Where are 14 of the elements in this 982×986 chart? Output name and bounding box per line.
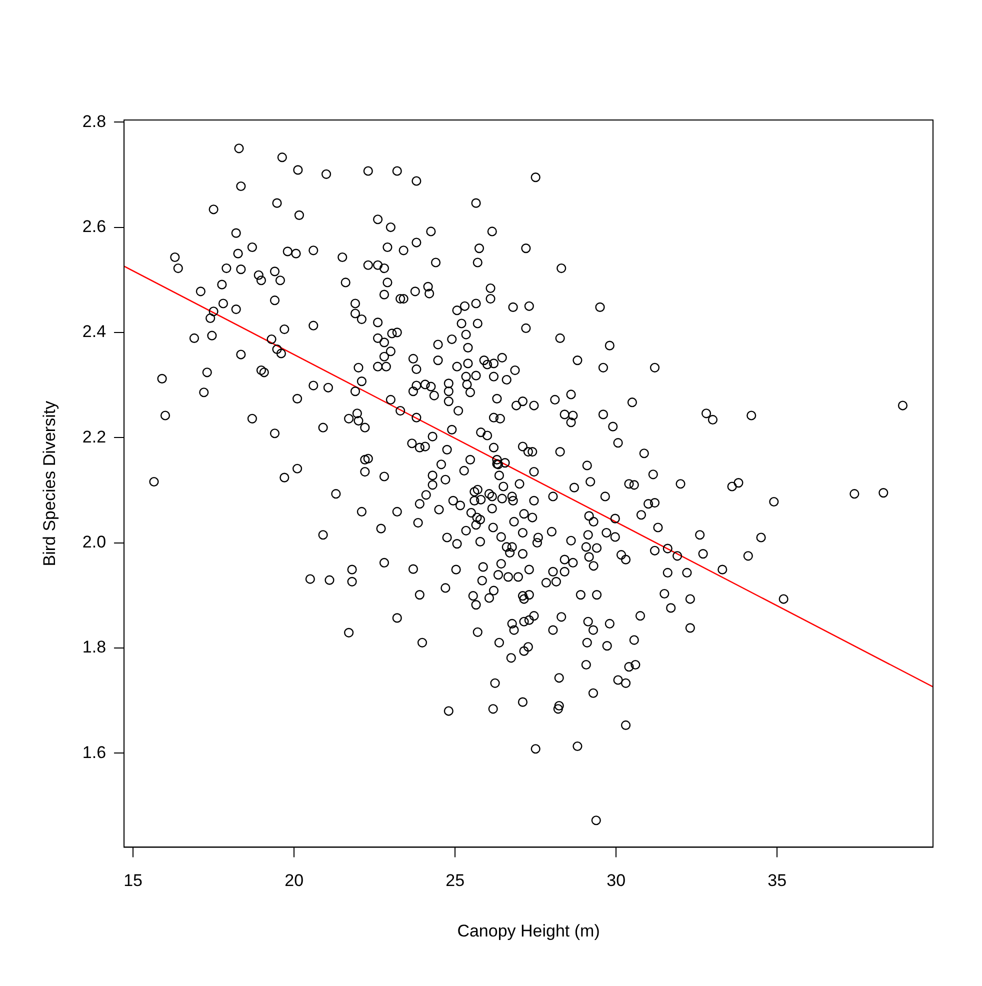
y-axis-title: Bird Species Diversity [40,400,59,566]
y-tick-label: 2.0 [82,532,106,552]
y-tick-label: 1.6 [82,742,106,762]
y-tick-label: 2.8 [82,112,106,131]
x-tick-label: 30 [606,871,626,890]
x-tick-label: 25 [446,871,465,890]
y-tick-label: 2.6 [82,216,106,236]
x-tick-label: 35 [768,871,787,890]
y-tick-label: 2.4 [82,322,106,342]
x-axis-title: Canopy Height (m) [457,921,600,940]
x-tick-label: 15 [124,871,143,890]
x-tick-label: 20 [284,871,304,890]
y-tick-label: 1.8 [82,638,106,657]
y-tick-label: 2.2 [82,427,106,446]
